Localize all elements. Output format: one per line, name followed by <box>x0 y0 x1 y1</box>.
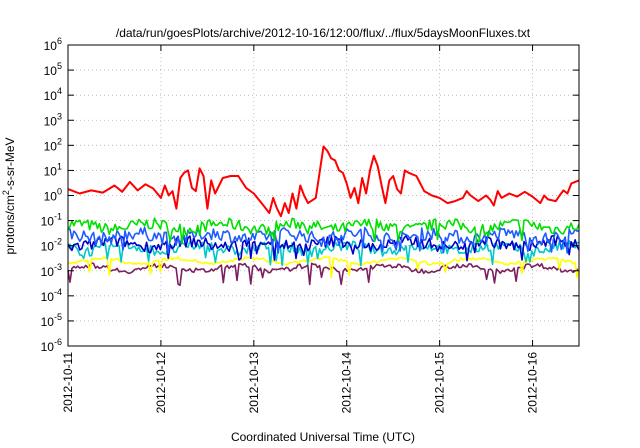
y-tick-label: 10-4 <box>41 287 62 304</box>
y-tick-label: 10-6 <box>41 337 62 354</box>
x-tick-label: 2012-10-15 <box>433 352 447 414</box>
y-tick-label: 100 <box>44 187 62 204</box>
y-tick-label: 104 <box>44 86 62 103</box>
y-tick-label: 102 <box>44 136 62 153</box>
x-tick-label: 2012-10-12 <box>154 352 168 414</box>
x-tick-label: 2012-10-13 <box>247 352 261 414</box>
grid-lines <box>68 45 579 346</box>
x-tick-label: 2012-10-14 <box>340 352 354 414</box>
x-axis-label: Coordinated Universal Time (UTC) <box>231 430 415 444</box>
series-line <box>67 226 580 254</box>
series-line <box>67 240 580 267</box>
x-axis-ticks: 2012-10-11 2012-10-12 2012-10-13 2012-10-14… <box>61 45 540 413</box>
series-lines <box>67 145 580 287</box>
y-tick-label: 101 <box>44 161 62 178</box>
series-line <box>67 256 580 279</box>
y-tick-label: 106 <box>44 36 62 53</box>
series-line <box>67 262 580 287</box>
y-tick-label: 10-3 <box>41 262 62 279</box>
x-tick-label: 2012-10-16 <box>526 352 540 414</box>
y-tick-label: 10-5 <box>41 312 62 329</box>
series-line <box>67 145 580 218</box>
y-tick-label: 105 <box>44 61 62 78</box>
x-tick-label: 2012-10-11 <box>61 352 75 413</box>
y-axis-ticks: 10-6 10-5 10-4 10-3 10-2 10-1 100 101 102 103 104 1… <box>41 36 579 354</box>
chart-title: /data/run/goesPlots/archive/2012-10-16/1… <box>116 26 531 40</box>
y-tick-label: 10-1 <box>41 212 62 229</box>
series-line <box>67 217 580 244</box>
y-tick-label: 103 <box>44 111 62 128</box>
y-axis-label: protons/cm2-s-sr-MeV <box>1 137 17 254</box>
y-tick-label: 10-2 <box>41 237 62 254</box>
